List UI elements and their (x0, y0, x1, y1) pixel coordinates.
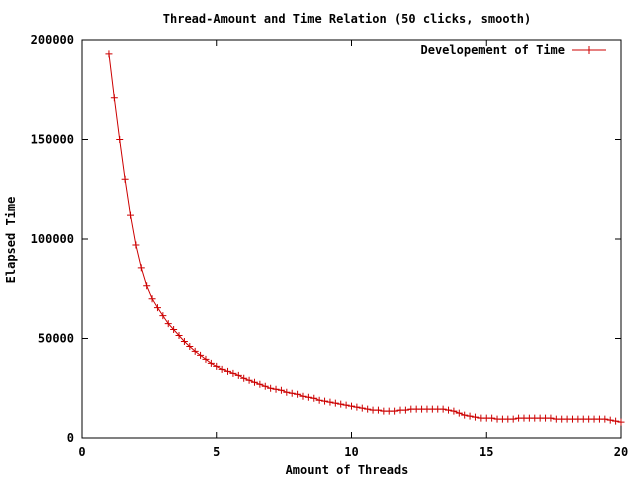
data-point-marker (299, 392, 307, 400)
x-axis: 0 5 10 15 20 (78, 40, 628, 459)
x-tick-label: 5 (213, 445, 220, 459)
data-point-marker (612, 417, 620, 425)
data-point-marker (137, 264, 145, 272)
data-point-marker (148, 295, 156, 303)
data-point-marker (170, 326, 178, 334)
data-point-marker (110, 94, 118, 102)
data-point-marker (455, 409, 463, 417)
data-point-marker (202, 355, 210, 363)
data-point-marker (245, 376, 253, 384)
data-point-marker (304, 393, 312, 401)
data-point-marker (342, 401, 350, 409)
y-tick-label: 100000 (31, 232, 74, 246)
data-point-marker (288, 389, 296, 397)
data-point-marker (315, 396, 323, 404)
data-point-marker (207, 359, 215, 367)
data-point-marker (272, 385, 280, 393)
data-point-marker (461, 411, 469, 419)
data-point-marker (331, 399, 339, 407)
data-point-marker (159, 312, 167, 320)
series-line (108, 53, 622, 423)
data-point-marker (116, 136, 124, 143)
data-point-marker (105, 50, 113, 58)
y-tick-label: 150000 (31, 133, 74, 147)
data-point-marker (471, 413, 479, 421)
data-point-marker (294, 390, 302, 398)
x-axis-label: Amount of Threads (286, 463, 409, 477)
y-axis: 0 50000 100000 150000 200000 (31, 33, 621, 445)
data-point-marker (374, 406, 382, 414)
data-point-marker (121, 175, 129, 183)
data-point-marker (439, 405, 447, 413)
data-point-marker (321, 397, 329, 405)
x-tick-label: 20 (614, 445, 628, 459)
data-point-marker (401, 406, 409, 414)
data-point-marker (267, 384, 275, 392)
data-point-marker (488, 414, 496, 422)
data-point-marker (617, 418, 625, 426)
series-layer (105, 50, 625, 426)
x-tick-label: 0 (78, 445, 85, 459)
data-point-marker (445, 406, 453, 414)
data-point-marker (240, 374, 248, 382)
data-point-marker (606, 416, 614, 424)
x-tick-label: 15 (479, 445, 493, 459)
data-point-marker (283, 388, 291, 396)
data-point-marker (256, 380, 264, 388)
data-point-marker (326, 398, 334, 406)
x-tick-label: 10 (344, 445, 358, 459)
legend-label: Developement of Time (421, 43, 566, 57)
data-point-marker (180, 337, 188, 345)
data-point-marker (143, 282, 151, 290)
data-point-marker (229, 369, 237, 377)
data-point-marker (197, 351, 205, 359)
legend-marker (585, 46, 593, 54)
data-point-marker (132, 241, 140, 249)
data-point-marker (224, 367, 232, 375)
data-point-marker (601, 415, 609, 423)
data-point-marker (127, 211, 135, 219)
data-point-marker (234, 371, 242, 379)
data-point-marker (547, 414, 555, 422)
data-point-marker (364, 405, 372, 413)
data-point-marker (153, 304, 161, 312)
plot-frame (81, 39, 622, 439)
data-point-marker (450, 407, 458, 415)
data-point-marker (358, 404, 366, 412)
data-point-marker (191, 347, 199, 355)
data-point-marker (261, 382, 269, 390)
chart-title: Thread-Amount and Time Relation (50 clic… (163, 12, 531, 26)
data-point-marker (337, 400, 345, 408)
data-point-marker (175, 332, 183, 340)
legend: Developement of Time (421, 43, 606, 57)
data-point-marker (348, 402, 355, 410)
data-point-marker (466, 412, 474, 420)
data-point-marker (218, 365, 226, 373)
data-point-marker (353, 403, 361, 411)
data-point-marker (250, 378, 258, 386)
data-point-marker (391, 407, 399, 415)
data-point-marker (186, 342, 194, 350)
data-point-marker (277, 386, 285, 394)
data-point-marker (213, 362, 221, 370)
data-point-marker (509, 415, 517, 423)
y-tick-label: 200000 (31, 33, 74, 47)
y-tick-label: 50000 (38, 332, 74, 346)
data-point-marker (164, 320, 172, 328)
data-point-marker (310, 394, 318, 402)
y-axis-label: Elapsed Time (4, 197, 18, 284)
y-tick-label: 0 (67, 431, 74, 445)
